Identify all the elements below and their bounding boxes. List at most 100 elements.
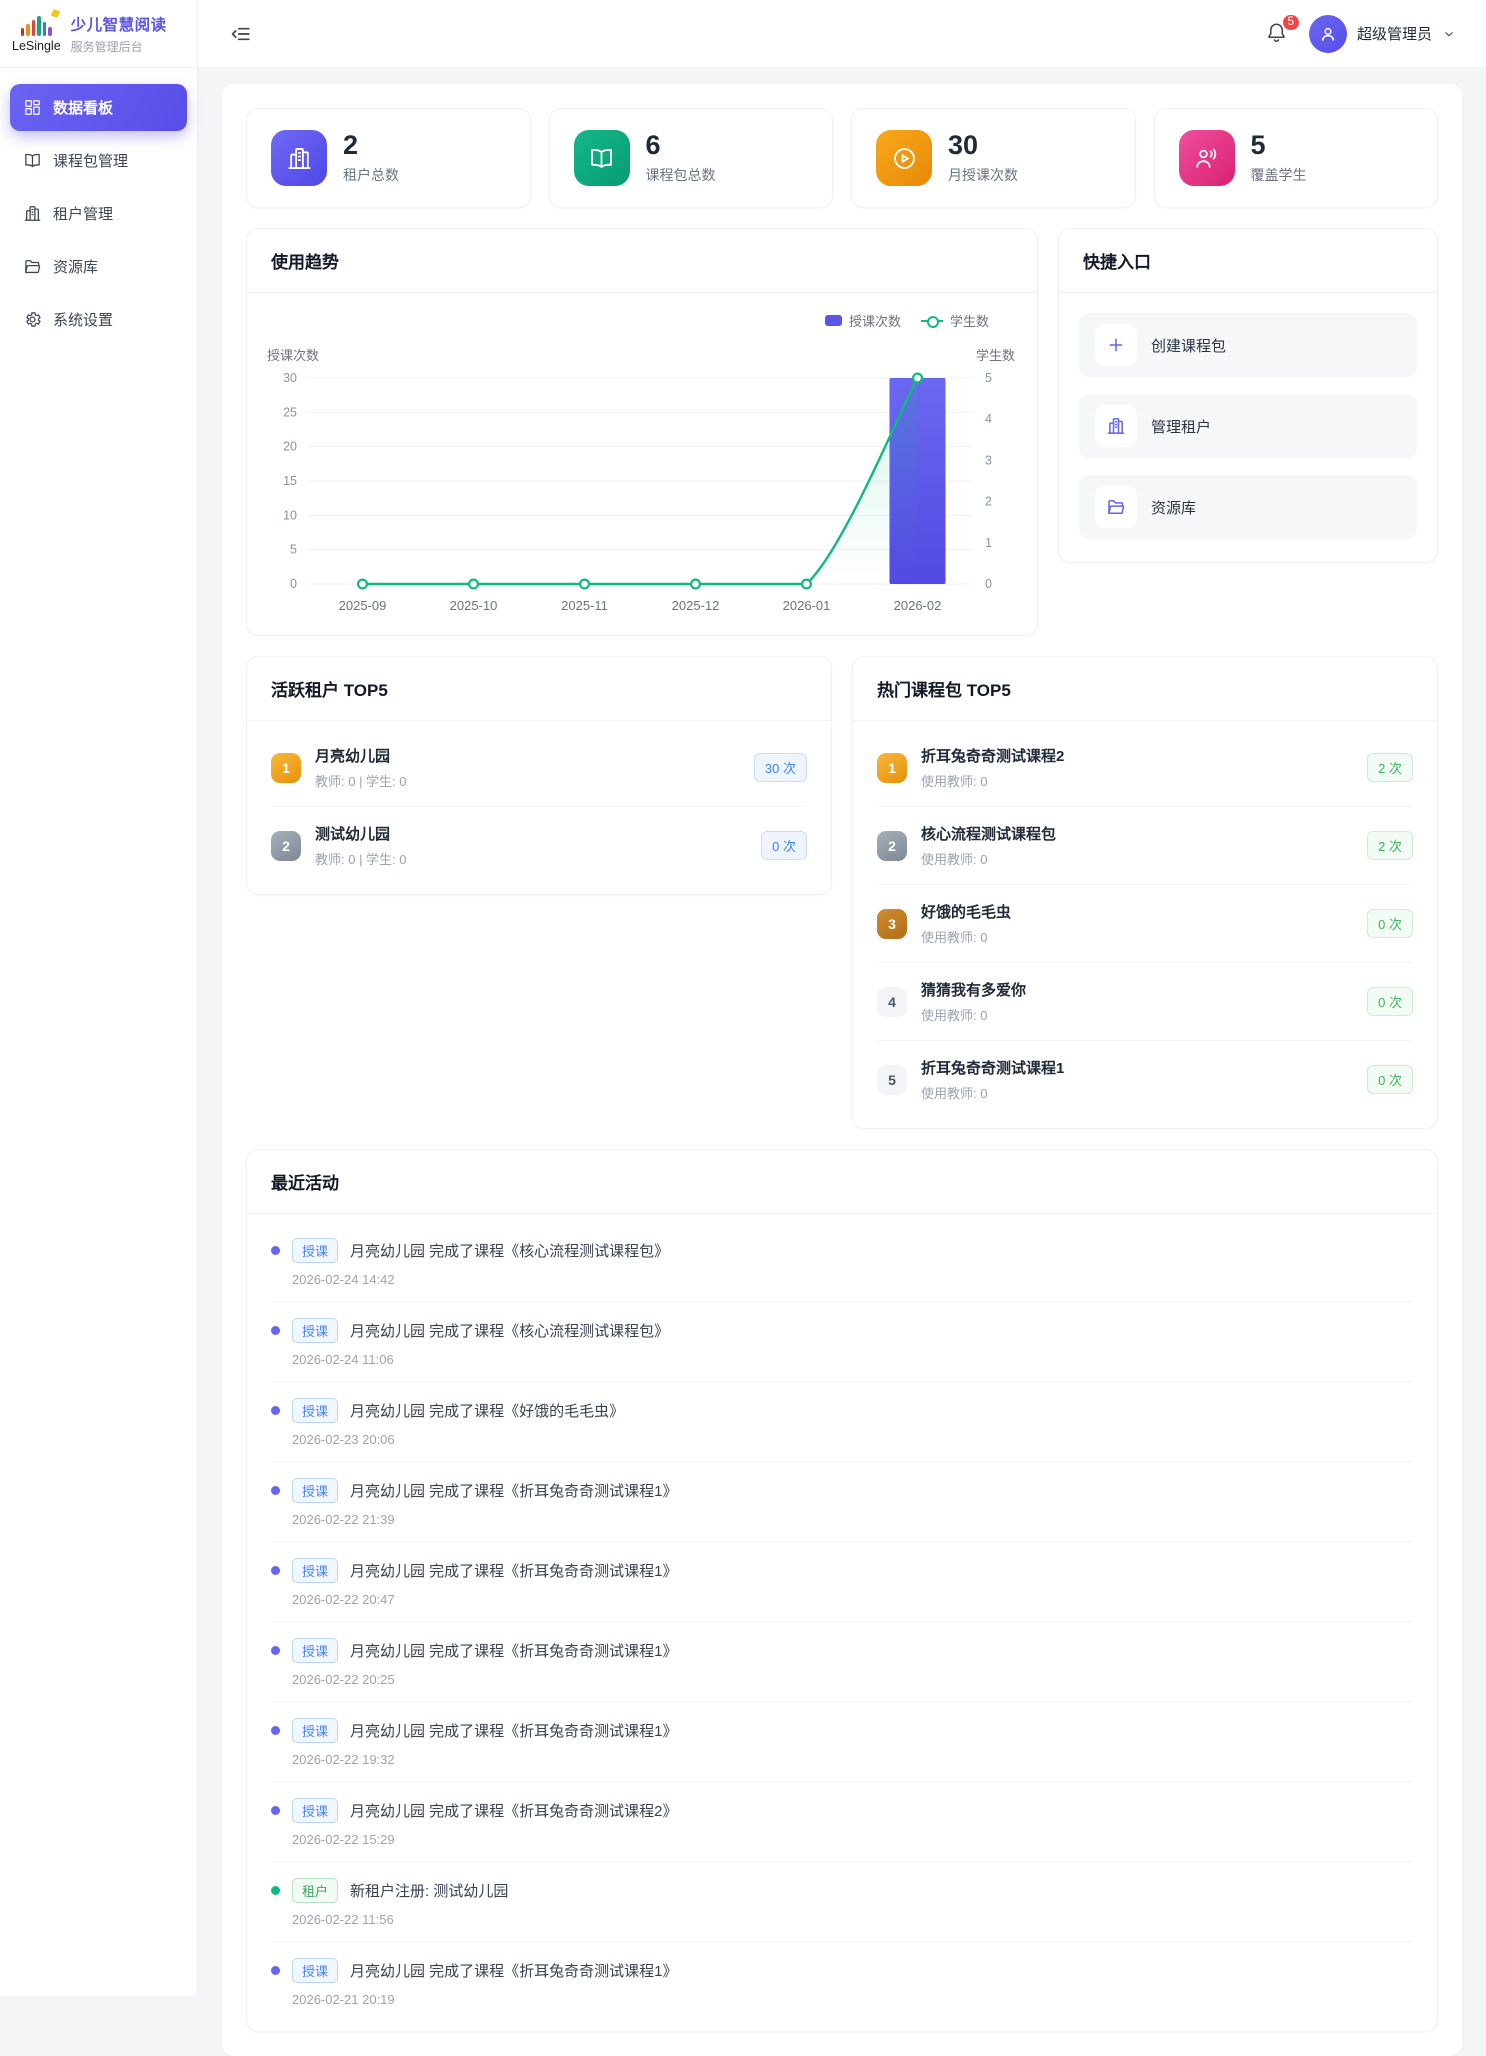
quick-entry-label: 管理租户: [1151, 418, 1212, 436]
rank-badge: 3: [877, 908, 907, 939]
sidebar-collapse-button[interactable]: [228, 21, 254, 47]
usage-trend-title: 使用趋势: [247, 229, 1037, 293]
stat-card-course-packages: 6 课程包总数: [548, 108, 833, 208]
user-menu[interactable]: 超级管理员: [1308, 14, 1456, 53]
top5-info: 测试幼儿园 教师: 0 | 学生: 0: [315, 823, 747, 868]
top5-name: 核心流程测试课程包: [921, 826, 1057, 843]
sidebar-item-settings[interactable]: 系统设置: [10, 296, 187, 343]
activity-text: 月亮幼儿园 完成了课程《核心流程测试课程包》: [350, 1323, 670, 1340]
book-icon: [25, 153, 40, 168]
activity-type-badge: 授课: [292, 1718, 339, 1743]
activity-time: 2026-02-22 15:29: [292, 1832, 395, 1847]
activity-line: 授课 月亮幼儿园 完成了课程《好饿的毛毛虫》: [271, 1398, 1413, 1423]
activity-time: 2026-02-22 20:47: [292, 1592, 395, 1607]
activity-type-badge: 授课: [292, 1478, 339, 1503]
top5-name: 折耳兔奇奇测试课程1: [921, 1060, 1065, 1077]
activity-type-badge: 授课: [292, 1318, 339, 1343]
person-icon: [1321, 27, 1335, 41]
quick-entry-title: 快捷入口: [1059, 229, 1437, 293]
stat-texts: 6 课程包总数: [645, 130, 716, 186]
activity-text: 新租户注册: 测试幼儿园: [350, 1883, 509, 1900]
sidebar-menu: 数据看板课程包管理租户管理资源库系统设置: [0, 68, 197, 359]
quick-entry-list: 创建课程包管理租户资源库: [1059, 293, 1437, 562]
stat-value: 5: [1250, 129, 1266, 160]
usage-count-badge: 30 次: [753, 753, 807, 782]
activity-row: 最近活动 授课 月亮幼儿园 完成了课程《核心流程测试课程包》 2026-02-24 …: [246, 1149, 1438, 2032]
activity-line: 授课 月亮幼儿园 完成了课程《核心流程测试课程包》: [271, 1318, 1413, 1343]
user-name: 超级管理员: [1356, 26, 1432, 43]
svg-text:2025-10: 2025-10: [450, 598, 498, 613]
top5-row: 4 猜猜我有多爱你 使用教师: 0 0 次: [877, 963, 1413, 1041]
svg-text:1: 1: [985, 536, 992, 550]
quick-entry-icon-tile: [1095, 405, 1137, 447]
top5-row: 1 月亮幼儿园 教师: 0 | 学生: 0 30 次: [271, 729, 807, 807]
activity-text: 月亮幼儿园 完成了课程《折耳兔奇奇测试课程1》: [350, 1563, 678, 1580]
activity-type-badge: 授课: [292, 1238, 339, 1263]
stat-icon-tile: [271, 130, 327, 186]
active-tenants-list: 1 月亮幼儿园 教师: 0 | 学生: 0 30 次 2 测试幼儿园 教师: 0 | 学生:…: [247, 721, 831, 894]
usage-count-badge: 0 次: [1367, 1065, 1413, 1094]
activity-dot-icon: [271, 1406, 280, 1415]
top5-meta: 使用教师: 0: [921, 852, 988, 867]
svg-text:2025-11: 2025-11: [561, 598, 608, 613]
activity-row: 授课 月亮幼儿园 完成了课程《折耳兔奇奇测试课程1》 2026-02-22 21:3…: [271, 1462, 1413, 1542]
top5-name: 好饿的毛毛虫: [921, 904, 1012, 921]
top5-info: 好饿的毛毛虫 使用教师: 0: [921, 901, 1353, 946]
stat-icon-tile: [876, 130, 932, 186]
svg-text:20: 20: [283, 440, 297, 454]
sidebar-item-resources[interactable]: 资源库: [10, 243, 187, 290]
sidebar-item-label: 资源库: [53, 259, 99, 276]
collapse-icon: [231, 27, 250, 40]
sidebar-item-label: 租户管理: [53, 206, 114, 223]
svg-text:学生数: 学生数: [976, 348, 1015, 363]
usage-trend-body: 授课次数 学生数 0 5 10 15 20 25 30 0 1 2 3 4 5 授课次数 学生数 2025-09…: [247, 293, 1037, 635]
usage-trend-svg: 0 5 10 15 20 25 30 0 1 2 3 4 5 授课次数 学生数 2025-09 2025-10 2…: [267, 348, 1015, 613]
activity-dot-icon: [271, 1726, 280, 1735]
quick-entry-icon-tile: [1095, 324, 1137, 366]
avatar: [1308, 14, 1347, 53]
top5-row: 3 好饿的毛毛虫 使用教师: 0 0 次: [877, 885, 1413, 963]
top5-row: 5 折耳兔奇奇测试课程1 使用教师: 0 0 次: [877, 1041, 1413, 1118]
chevron-down-icon: [1445, 31, 1453, 36]
spark-icon: [50, 8, 61, 18]
notifications-button[interactable]: 5: [1265, 12, 1301, 47]
activity-time: 2026-02-22 20:25: [292, 1672, 395, 1687]
usage-trend-chart: 0 5 10 15 20 25 30 0 1 2 3 4 5 授课次数 学生数 2025-09 2025-10 2…: [261, 330, 1023, 627]
activity-line: 授课 月亮幼儿园 完成了课程《折耳兔奇奇测试课程1》: [271, 1718, 1413, 1743]
sidebar-item-dashboard[interactable]: 数据看板: [10, 84, 187, 131]
quick-entry-resources[interactable]: 资源库: [1079, 475, 1417, 539]
activity-time: 2026-02-21 20:19: [292, 1992, 395, 2007]
sidebar-item-tenants[interactable]: 租户管理: [10, 190, 187, 237]
top5-name: 测试幼儿园: [315, 826, 391, 843]
svg-text:2026-01: 2026-01: [783, 598, 831, 613]
activity-dot-icon: [271, 1646, 280, 1655]
recent-activity-title: 最近活动: [247, 1150, 1437, 1214]
gear-icon: [26, 312, 41, 327]
sidebar-item-label: 课程包管理: [53, 153, 129, 170]
activity-row: 授课 月亮幼儿园 完成了课程《折耳兔奇奇测试课程2》 2026-02-22 15:2…: [271, 1782, 1413, 1862]
activity-line: 授课 月亮幼儿园 完成了课程《折耳兔奇奇测试课程1》: [271, 1958, 1413, 1983]
activity-line: 租户 新租户注册: 测试幼儿园: [271, 1878, 1413, 1903]
active-tenants-title: 活跃租户 TOP5: [247, 657, 831, 721]
quick-entry-manage-tenants[interactable]: 管理租户: [1079, 394, 1417, 458]
brand-logo-icon: LeSingle: [12, 8, 61, 53]
plus-icon: [1109, 338, 1123, 352]
stats-row: 2 租户总数 6 课程包总数 30 月授课次数 5 覆盖学生: [246, 108, 1438, 208]
top5-meta: 使用教师: 0: [921, 1086, 988, 1101]
activity-time: 2026-02-24 11:06: [292, 1352, 394, 1367]
activity-row: 授课 月亮幼儿园 完成了课程《折耳兔奇奇测试课程1》 2026-02-21 20:1…: [271, 1942, 1413, 2021]
sidebar-item-course-packages[interactable]: 课程包管理: [10, 137, 187, 184]
quick-entry-create-course-package[interactable]: 创建课程包: [1079, 313, 1417, 377]
activity-text: 月亮幼儿园 完成了课程《核心流程测试课程包》: [350, 1243, 670, 1260]
stat-card-tenants: 2 租户总数: [246, 108, 531, 208]
activity-line: 授课 月亮幼儿园 完成了课程《折耳兔奇奇测试课程1》: [271, 1478, 1413, 1503]
folder-icon: [25, 260, 41, 274]
rank-badge: 2: [877, 830, 907, 861]
brand-bars-icon: [20, 8, 61, 36]
activity-text: 月亮幼儿园 完成了课程《折耳兔奇奇测试课程1》: [350, 1723, 678, 1740]
svg-text:0: 0: [985, 577, 992, 591]
stat-label: 课程包总数: [645, 167, 716, 184]
